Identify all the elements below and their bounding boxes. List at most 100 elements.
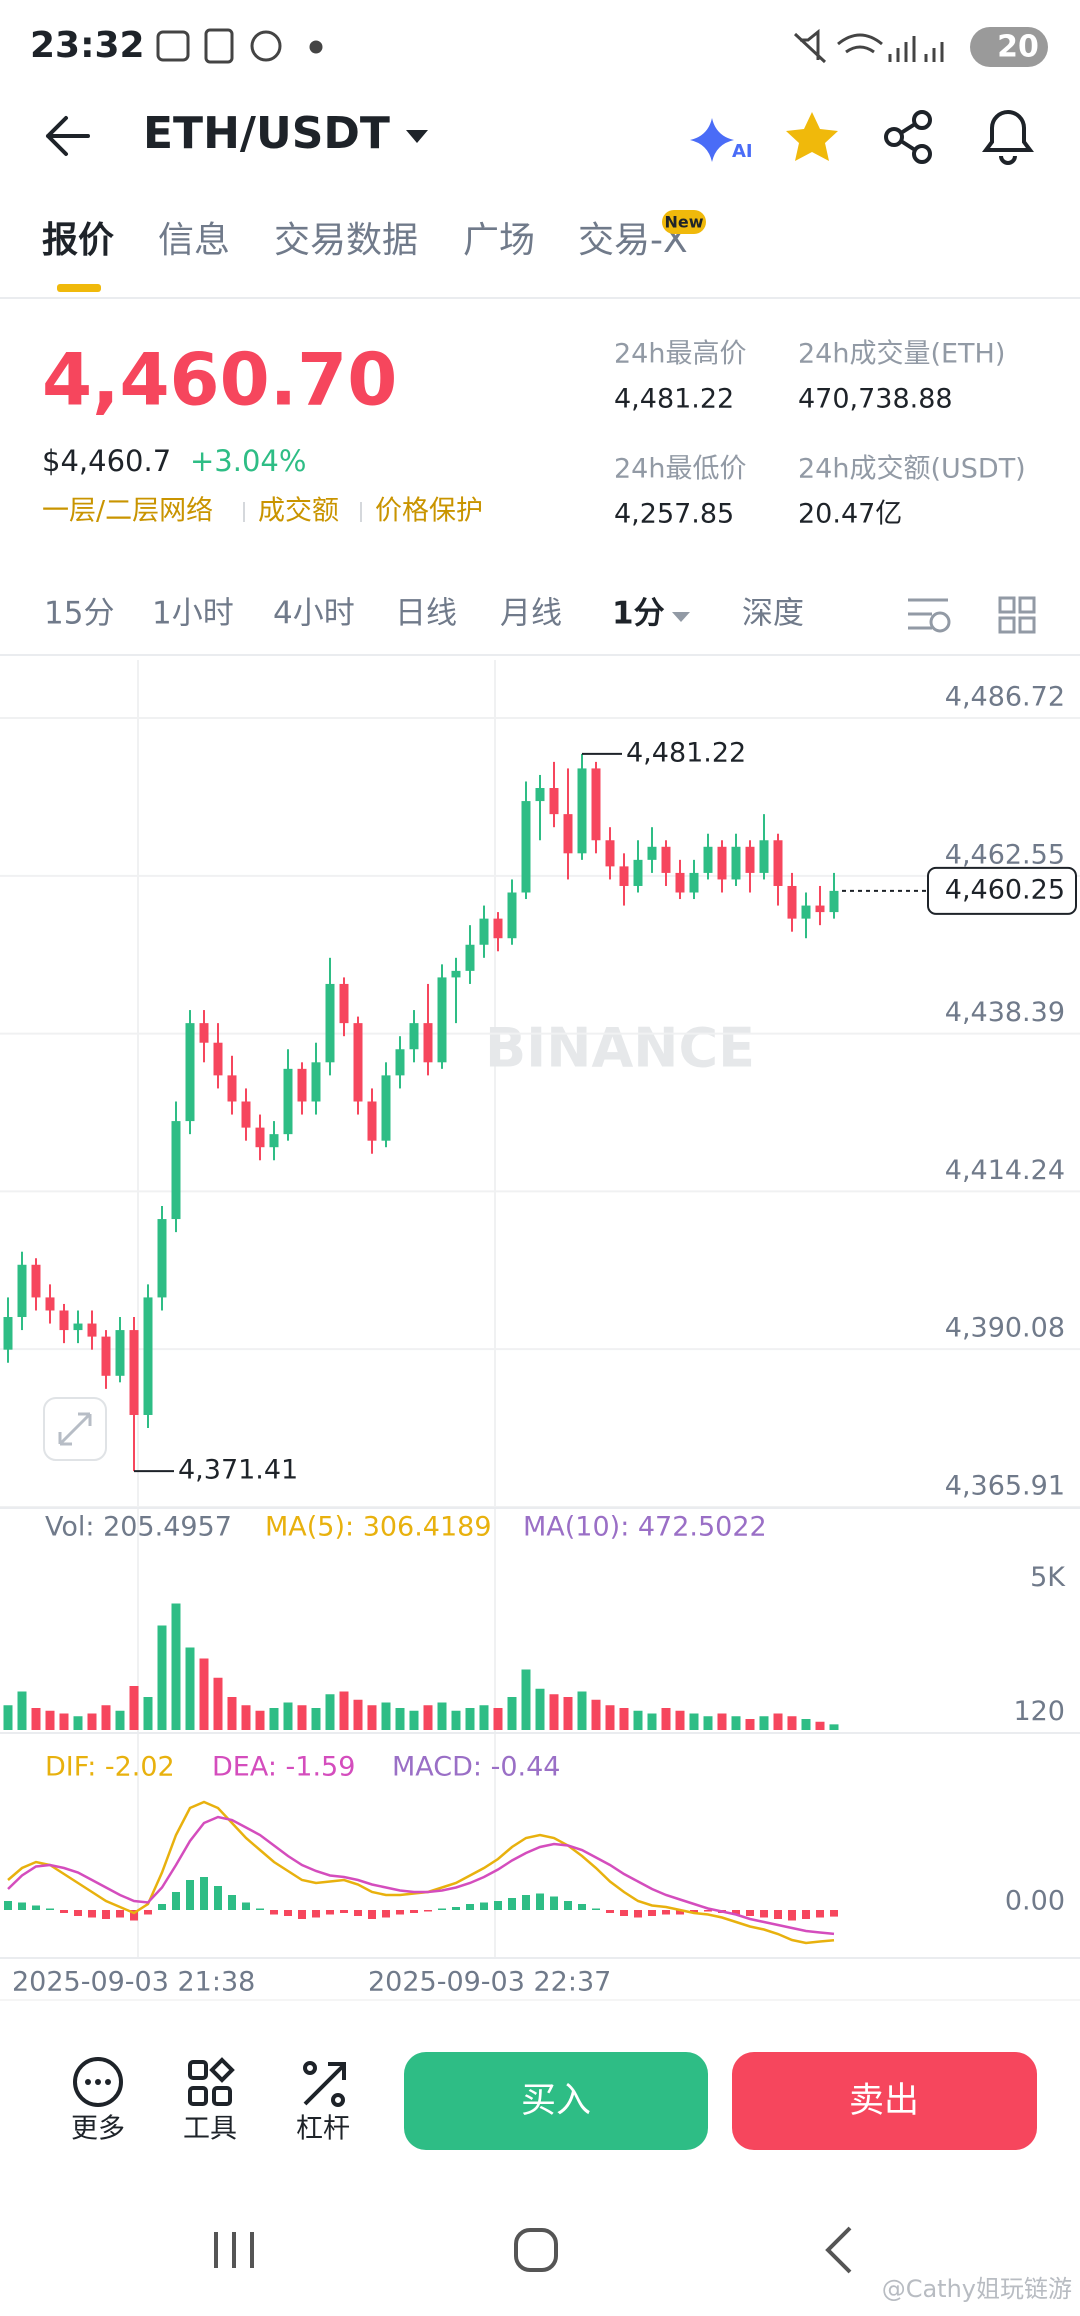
volume-bar xyxy=(353,1699,363,1730)
share-button[interactable] xyxy=(884,110,932,164)
macd-bar xyxy=(536,1893,544,1910)
leverage-button[interactable] xyxy=(303,2061,346,2107)
interval-tab[interactable]: 4小时 xyxy=(273,596,355,632)
candle-body xyxy=(17,1264,27,1318)
layout-button[interactable] xyxy=(998,596,1036,634)
candle-body xyxy=(703,846,713,873)
candle-body xyxy=(143,1297,153,1415)
price-tick-label: 4,462.55 xyxy=(945,839,1065,870)
macd-bar xyxy=(32,1905,40,1910)
candle-body xyxy=(465,944,475,971)
pair-dropdown[interactable] xyxy=(406,130,428,143)
volume-bar xyxy=(535,1688,545,1730)
leverage-label[interactable]: 杠杆 xyxy=(296,2114,350,2145)
tab[interactable]: 报价 xyxy=(42,220,114,261)
macd-bar xyxy=(830,1910,838,1917)
volume-bar xyxy=(801,1719,811,1730)
more-button[interactable] xyxy=(73,2057,123,2107)
volume-bar xyxy=(185,1647,195,1730)
volume-bar xyxy=(31,1708,41,1730)
candle-body xyxy=(787,885,797,919)
tools-button[interactable] xyxy=(188,2057,235,2106)
macd-bar xyxy=(662,1910,670,1915)
volume-bar xyxy=(59,1713,69,1730)
interval-tab[interactable]: 15分 xyxy=(44,596,114,632)
tab[interactable]: 交易数据 xyxy=(274,220,418,261)
indicator-settings[interactable] xyxy=(908,598,951,633)
candle-body xyxy=(87,1323,97,1337)
macd-bar xyxy=(18,1902,26,1910)
volume-bar xyxy=(563,1697,573,1730)
last-price-box xyxy=(927,866,1077,915)
volume-bar xyxy=(717,1713,727,1730)
tab[interactable]: 广场 xyxy=(463,220,535,261)
candle-body xyxy=(269,1134,279,1148)
candle-body xyxy=(297,1068,307,1102)
pair-title[interactable]: ETH/USDT xyxy=(143,108,390,159)
more-label[interactable]: 更多 xyxy=(71,2114,125,2145)
candle-body xyxy=(185,1023,195,1122)
candle-body xyxy=(829,890,839,913)
volume-bar xyxy=(115,1710,125,1730)
interval-tab[interactable]: 深度 xyxy=(742,596,804,632)
expand-button[interactable] xyxy=(43,1397,107,1461)
macd-bar xyxy=(60,1910,68,1913)
macd-bar xyxy=(88,1910,96,1918)
stat-value: 20.47亿 xyxy=(798,499,902,530)
volume-bar xyxy=(87,1713,97,1730)
candle-body xyxy=(577,768,587,854)
buy-label[interactable]: 买入 xyxy=(521,2081,591,2121)
last-price-label: 4,460.25 xyxy=(945,874,1065,905)
volume-bar xyxy=(339,1691,349,1730)
volume-bar xyxy=(577,1691,587,1730)
candle-body xyxy=(437,977,447,1063)
battery xyxy=(970,27,1048,67)
interval-dropdown[interactable] xyxy=(672,612,690,622)
volume-bar xyxy=(143,1697,153,1730)
macd-bar xyxy=(74,1910,82,1916)
macd-bar xyxy=(382,1910,390,1918)
volume-tick-label: 120 xyxy=(1013,1696,1065,1727)
macd-bar xyxy=(200,1877,208,1910)
volume-bar xyxy=(199,1658,209,1730)
interval-tab[interactable]: 1分 xyxy=(612,596,665,632)
volume-bar xyxy=(759,1716,769,1730)
macd-bar xyxy=(354,1910,362,1916)
candle-body xyxy=(213,1042,223,1076)
candle-body xyxy=(129,1330,139,1415)
ticker-link[interactable]: 成交额 xyxy=(258,496,339,527)
sell-button[interactable] xyxy=(732,2052,1037,2150)
nav-home[interactable] xyxy=(514,2228,558,2272)
volume-legend: MA(5): 306.4189 xyxy=(265,1512,492,1543)
candle-body xyxy=(115,1330,125,1376)
candle-body xyxy=(157,1219,167,1298)
interval-tab[interactable]: 日线 xyxy=(395,596,457,632)
macd-dea-line xyxy=(7,1815,835,1936)
ai-button[interactable]: AI xyxy=(690,118,753,162)
tab[interactable]: 信息 xyxy=(158,220,230,261)
interval-tab[interactable]: 月线 xyxy=(500,596,562,632)
buy-button[interactable] xyxy=(404,2052,708,2150)
candle-body xyxy=(661,846,671,873)
candle-body xyxy=(689,872,699,893)
tools-label[interactable]: 工具 xyxy=(183,2114,237,2145)
macd-bar xyxy=(368,1910,376,1919)
nav-recents[interactable] xyxy=(214,2232,254,2268)
stat-value: 470,738.88 xyxy=(798,384,953,415)
candle-body xyxy=(325,983,335,1063)
macd-bar xyxy=(466,1904,474,1910)
ticker-link[interactable]: 一层/二层网络 xyxy=(42,496,213,527)
nav-back[interactable] xyxy=(825,2226,852,2274)
candle-body xyxy=(521,801,531,893)
volume-bar xyxy=(409,1710,419,1730)
candle-body xyxy=(647,846,657,860)
interval-tab[interactable]: 1小时 xyxy=(152,596,234,632)
favorite-star[interactable] xyxy=(786,112,838,161)
macd-bar xyxy=(690,1910,698,1913)
alert-bell[interactable] xyxy=(982,110,1034,165)
macd-bar xyxy=(606,1910,614,1913)
macd-bar xyxy=(424,1910,432,1912)
ticker-link[interactable]: 价格保护 xyxy=(375,496,483,527)
back-button[interactable] xyxy=(46,116,90,156)
sell-label[interactable]: 卖出 xyxy=(849,2081,919,2121)
